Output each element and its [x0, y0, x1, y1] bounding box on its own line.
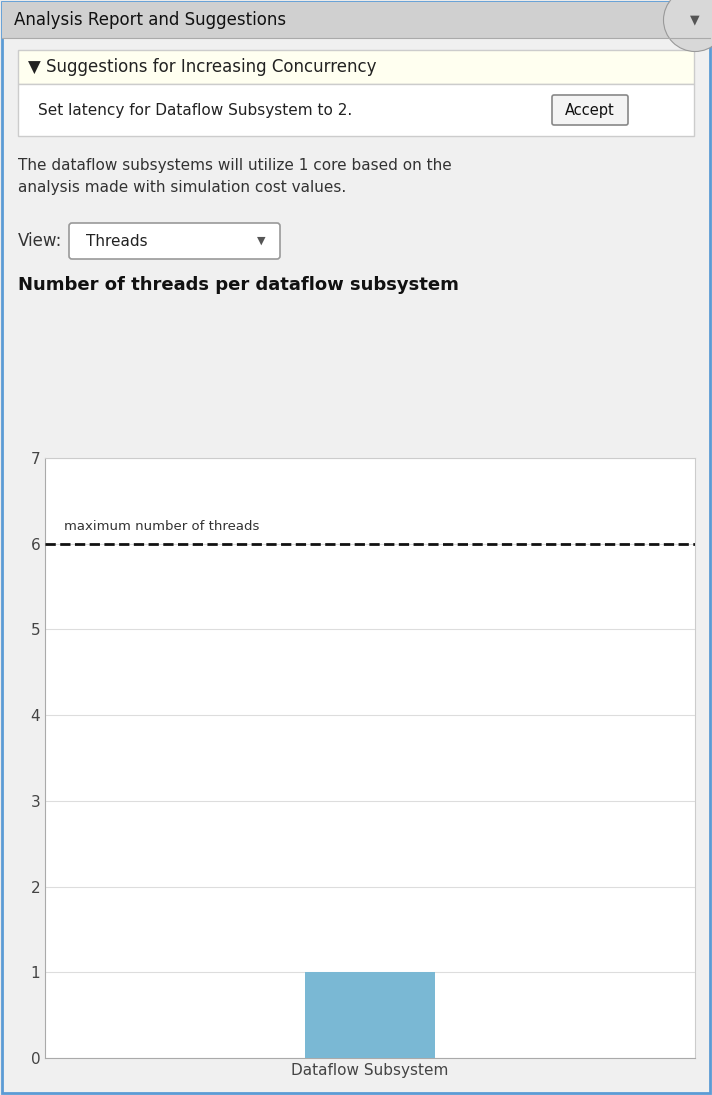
- Text: Accept: Accept: [565, 103, 615, 117]
- FancyBboxPatch shape: [69, 223, 280, 260]
- Text: ▼ Suggestions for Increasing Concurrency: ▼ Suggestions for Increasing Concurrency: [28, 58, 377, 76]
- Text: ▼: ▼: [257, 237, 266, 246]
- Text: Number of threads per dataflow subsystem: Number of threads per dataflow subsystem: [18, 276, 459, 293]
- Bar: [305, 972, 435, 1058]
- FancyBboxPatch shape: [552, 95, 628, 125]
- FancyBboxPatch shape: [2, 2, 710, 38]
- FancyBboxPatch shape: [18, 50, 694, 84]
- Text: Analysis Report and Suggestions: Analysis Report and Suggestions: [14, 11, 286, 28]
- Text: maximum number of threads: maximum number of threads: [65, 520, 260, 533]
- Text: Set latency for Dataflow Subsystem to 2.: Set latency for Dataflow Subsystem to 2.: [38, 103, 352, 117]
- Text: Threads: Threads: [86, 233, 147, 249]
- Text: ▼: ▼: [690, 13, 700, 26]
- Text: View:: View:: [18, 232, 63, 250]
- FancyBboxPatch shape: [18, 84, 694, 136]
- Text: The dataflow subsystems will utilize 1 core based on the
analysis made with simu: The dataflow subsystems will utilize 1 c…: [18, 158, 451, 195]
